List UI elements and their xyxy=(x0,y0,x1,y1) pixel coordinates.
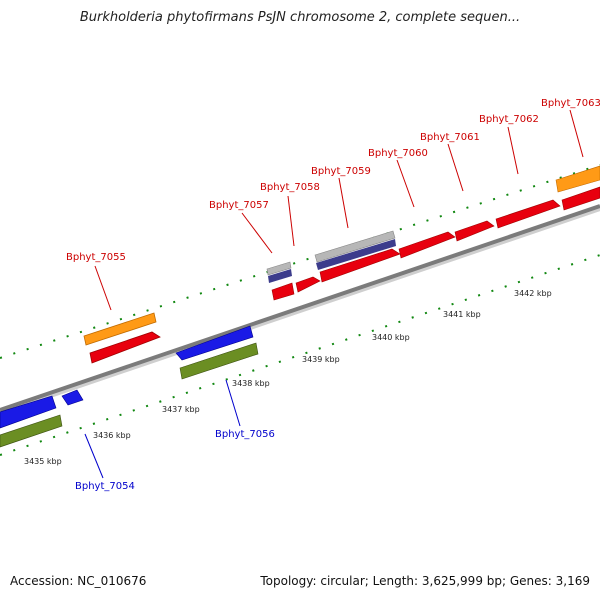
leader-bphyt-7063 xyxy=(569,109,584,158)
gene-bphyt-7057-gray[interactable] xyxy=(266,261,292,276)
gene-label[interactable]: Bphyt_7060 xyxy=(368,148,428,159)
scale-labels: 3435 kbp 3436 kbp 3437 kbp 3438 kbp 3439… xyxy=(24,289,552,466)
leader-bphyt-7062 xyxy=(507,126,519,175)
gene-label[interactable]: Bphyt_7054 xyxy=(75,481,135,492)
summary-text: Topology: circular; Length: 3,625,999 bp… xyxy=(260,574,590,588)
scale-label: 3436 kbp xyxy=(93,431,131,440)
scale-label: 3438 kbp xyxy=(232,379,270,388)
gene-bphyt-7059-navy[interactable] xyxy=(316,239,396,270)
leader-bphyt-7059 xyxy=(338,177,349,229)
reverse-features xyxy=(0,325,259,448)
gene-bphyt-7057-navy[interactable] xyxy=(268,269,292,283)
gene-bphyt-7055-orange[interactable] xyxy=(83,312,157,346)
gene-bphyt-7060[interactable] xyxy=(398,231,456,259)
leader-bphyt-7056 xyxy=(225,379,241,427)
scale-label: 3439 kbp xyxy=(302,355,340,364)
gene-bphyt-7054-green[interactable] xyxy=(0,414,63,448)
gene-bphyt-7056-green[interactable] xyxy=(179,342,259,380)
gene-bphyt-7059-gray[interactable] xyxy=(314,230,396,263)
scale-label: 3441 kbp xyxy=(443,310,481,319)
gene-label[interactable]: Bphyt_7057 xyxy=(209,200,269,211)
gene-label[interactable]: Bphyt_7061 xyxy=(420,132,480,143)
scale-label: 3440 kbp xyxy=(372,333,410,342)
gene-bphyt-7061[interactable] xyxy=(454,220,495,242)
gene-bphyt-7057[interactable] xyxy=(271,282,295,301)
gene-bphyt-7062[interactable] xyxy=(495,199,561,229)
gene-label[interactable]: Bphyt_7058 xyxy=(260,182,320,193)
backbone xyxy=(0,204,600,412)
leader-bphyt-7058 xyxy=(287,195,295,247)
forward-features xyxy=(83,165,600,364)
gene-bphyt-7054[interactable] xyxy=(0,395,57,429)
gene-label[interactable]: Bphyt_7056 xyxy=(215,429,275,440)
accession-text: Accession: NC_010676 xyxy=(10,574,147,588)
leader-bphyt-7061 xyxy=(447,143,464,192)
leader-bphyt-7057 xyxy=(241,212,273,254)
map-title: Burkholderia phytofirmans PsJN chromosom… xyxy=(79,10,521,25)
leader-bphyt-7055 xyxy=(94,265,112,311)
gene-labels-reverse: Bphyt_7054 Bphyt_7056 xyxy=(75,429,275,492)
leader-lines xyxy=(84,109,584,479)
scale-label: 3442 kbp xyxy=(514,289,552,298)
gene-label[interactable]: Bphyt_7059 xyxy=(311,166,371,177)
gene-label[interactable]: Bphyt_7063 xyxy=(541,98,600,109)
gene-label[interactable]: Bphyt_7055 xyxy=(66,252,126,263)
gene-bphyt-7063-orange[interactable] xyxy=(555,165,600,193)
gene-label[interactable]: Bphyt_7062 xyxy=(479,114,539,125)
gene-bphyt-7058[interactable] xyxy=(295,276,321,293)
scale-label: 3437 kbp xyxy=(162,405,200,414)
gene-small-blue[interactable] xyxy=(61,389,84,406)
gene-bphyt-7056[interactable] xyxy=(175,325,254,361)
gene-bphyt-7055[interactable] xyxy=(89,331,161,364)
leader-bphyt-7054 xyxy=(84,433,104,479)
leader-bphyt-7060 xyxy=(396,159,415,208)
scale-label: 3435 kbp xyxy=(24,457,62,466)
gene-labels-forward: Bphyt_7055 Bphyt_7057 Bphyt_7058 Bphyt_7… xyxy=(66,98,600,263)
gene-bphyt-7063[interactable] xyxy=(561,186,600,211)
